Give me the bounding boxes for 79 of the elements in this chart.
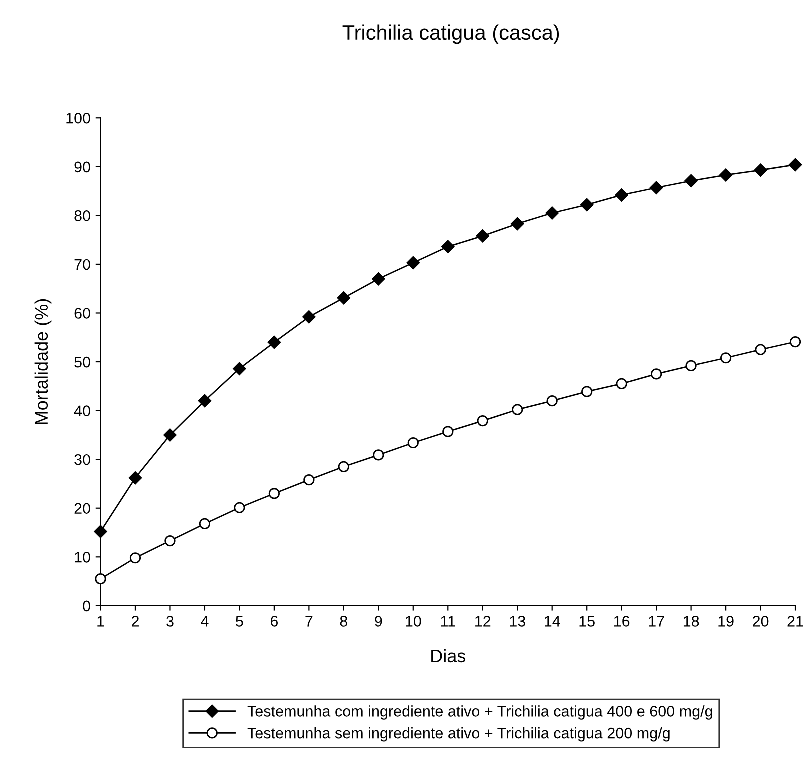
y-tick-label: 90	[74, 162, 90, 173]
point	[582, 386, 593, 398]
point	[338, 461, 350, 472]
point	[442, 240, 455, 254]
point	[615, 188, 628, 202]
point	[546, 206, 559, 220]
point	[580, 198, 594, 212]
point	[720, 352, 732, 364]
point	[94, 525, 108, 538]
x-tick-label: 5	[236, 616, 244, 627]
point	[754, 164, 768, 177]
point	[164, 428, 177, 442]
point	[650, 181, 664, 194]
point	[790, 336, 802, 348]
point	[268, 488, 280, 500]
y-tick-label: 30	[74, 454, 90, 466]
x-tick-label: 3	[166, 616, 174, 627]
x-tick-label: 10	[406, 616, 422, 627]
point	[788, 158, 802, 172]
x-axis-title: Dias	[432, 649, 466, 663]
y-tick-label: 70	[74, 259, 90, 270]
y-tick-label: 20	[74, 503, 90, 514]
x-tick-label: 19	[718, 616, 734, 627]
x-tick-label: 4	[201, 616, 209, 627]
x-tick-label: 17	[649, 616, 664, 627]
x-tick-label: 11	[441, 616, 456, 627]
point	[372, 272, 386, 286]
x-tick-label: 2	[132, 616, 139, 627]
point	[337, 292, 351, 305]
x-tick-label: 1	[98, 616, 104, 627]
point	[512, 404, 524, 416]
y-tick-label: 10	[75, 552, 90, 563]
point	[304, 474, 315, 486]
chart-title: Trichilia catigua (casca)	[342, 24, 560, 44]
point	[199, 518, 211, 530]
x-tick-label: 6	[270, 616, 278, 627]
point	[164, 535, 176, 547]
legend-label: Testemunha com ingrediente ativo + Trichilia catigua 400 e 600 mg/g	[248, 706, 712, 720]
point	[408, 437, 419, 449]
point	[406, 256, 420, 270]
y-tick-label: 100	[66, 112, 90, 124]
point	[684, 174, 698, 188]
point	[442, 426, 454, 438]
point	[302, 310, 316, 324]
x-tick-label: 16	[614, 616, 630, 627]
y-tick-label: 60	[74, 308, 90, 319]
y-tick-label: 80	[74, 210, 90, 222]
point	[719, 168, 733, 182]
point	[198, 394, 212, 408]
point	[511, 217, 524, 231]
point	[755, 344, 766, 356]
point	[616, 378, 628, 390]
legend-label: Testemunha sem ingrediente ativo + Trichilia catigua 200 mg/g	[248, 728, 670, 742]
x-tick-label: 15	[580, 616, 595, 627]
y-tick-label: 50	[74, 356, 90, 368]
point	[130, 552, 142, 564]
point	[268, 336, 282, 350]
point	[373, 450, 384, 461]
point	[233, 362, 246, 376]
x-tick-label: 20	[753, 616, 769, 627]
point	[686, 360, 697, 372]
y-tick-label: 0	[83, 600, 90, 612]
x-tick-label: 18	[684, 616, 700, 627]
x-tick-label: 7	[306, 616, 313, 627]
point	[476, 230, 490, 243]
point	[234, 502, 246, 514]
x-tick-label: 12	[476, 616, 491, 627]
point	[95, 574, 106, 585]
point	[477, 415, 488, 427]
x-tick-label: 13	[510, 616, 526, 627]
x-tick-label: 21	[788, 616, 804, 627]
x-tick-label: 8	[340, 616, 348, 627]
y-axis-title: Mortalidade (%)	[34, 299, 52, 424]
point	[128, 472, 142, 485]
point	[651, 368, 662, 380]
point	[546, 395, 558, 407]
y-tick-label: 40	[74, 406, 90, 416]
x-tick-label: 14	[545, 616, 560, 627]
x-tick-label: 9	[375, 616, 382, 627]
